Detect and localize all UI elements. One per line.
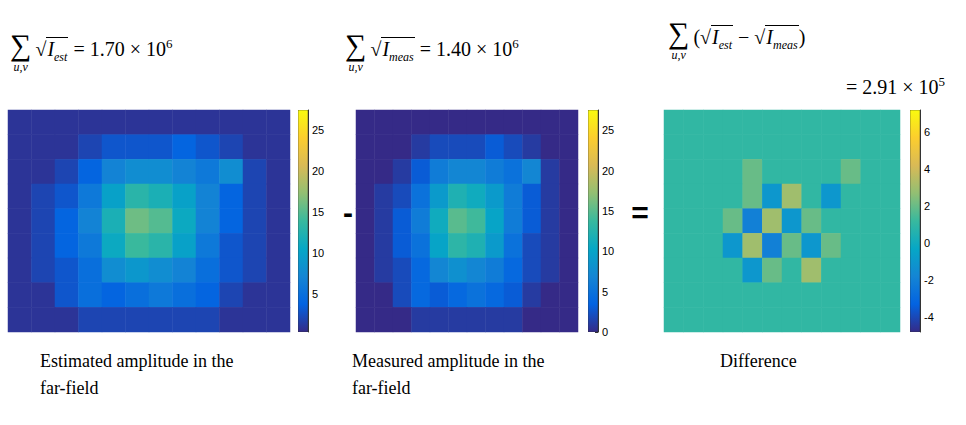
html-text:Estimated amplitude in the far: Estimated amplitude in the far-field — [40, 351, 234, 398]
svg-text:15: 15 — [602, 205, 614, 217]
html-text:Measured amplitude in the far-: Measured amplitude in the far-field — [352, 351, 545, 398]
svg-text:0: 0 — [924, 237, 930, 249]
html-text:6: 6 — [166, 36, 173, 52]
svg-text:10: 10 — [312, 247, 324, 259]
html-text:6: 6 — [512, 36, 519, 52]
svg-text:2: 2 — [924, 200, 930, 212]
html-text:u,v: u,v — [13, 60, 28, 74]
svg-text:10: 10 — [602, 245, 614, 257]
svg-text:15: 15 — [312, 206, 324, 218]
html-text:(√ Iest− √ Imeas): (√ Iest− √ Imeas) — [693, 26, 806, 53]
html-text:Difference: Difference — [720, 351, 797, 371]
svg-text:4: 4 — [924, 163, 930, 175]
html-text:5: 5 — [938, 74, 945, 89]
html-text:u,v: u,v — [348, 60, 363, 74]
html-text:u,v: u,v — [671, 48, 686, 62]
svg-text:20: 20 — [602, 165, 614, 177]
svg-text:0: 0 — [602, 326, 608, 338]
svg-text:25: 25 — [312, 124, 324, 136]
svg-text:25: 25 — [602, 124, 614, 136]
svg-text:-2: -2 — [924, 274, 934, 286]
html-text:√ Iest = 1.70 × 10: √ Iest = 1.70 × 10 — [35, 38, 166, 65]
html-text:= 2.91 × 10: = 2.91 × 10 — [845, 75, 939, 98]
svg-text:20: 20 — [312, 165, 324, 177]
svg-text:5: 5 — [602, 286, 608, 298]
svg-text:5: 5 — [312, 288, 318, 300]
svg-text:-4: -4 — [924, 311, 934, 323]
svg-text:6: 6 — [924, 126, 930, 138]
html-text:√ Imeas = 1.40 × 10: √ Imeas = 1.40 × 10 — [370, 38, 513, 65]
